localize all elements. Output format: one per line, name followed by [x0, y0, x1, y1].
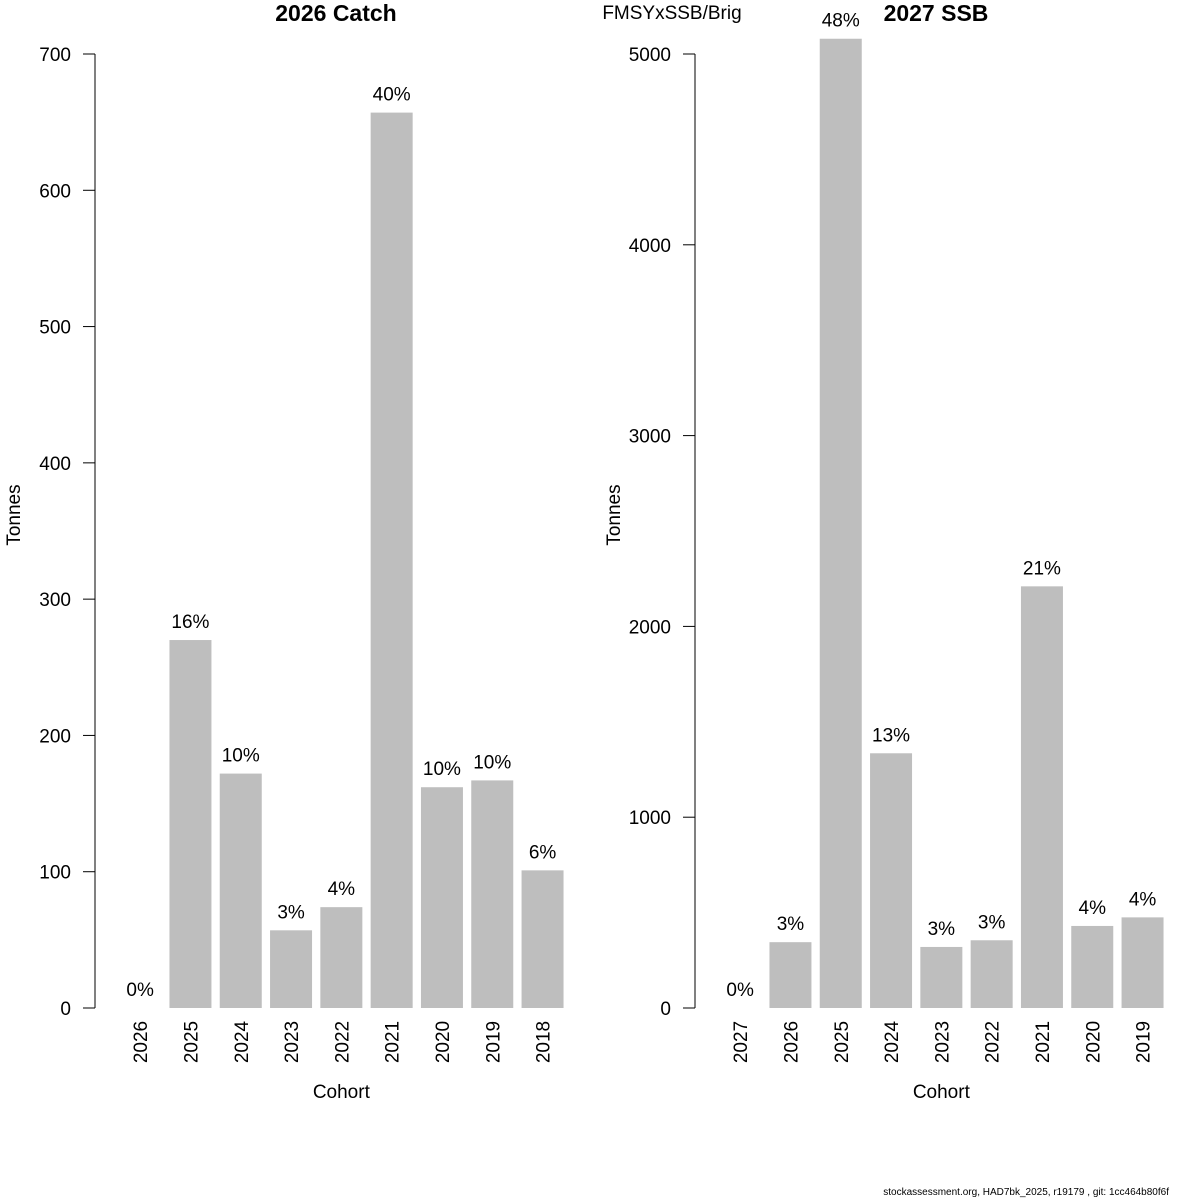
- catch-y-tick-label: 500: [39, 318, 71, 339]
- catch-bar-label: 3%: [277, 902, 305, 923]
- ssb-category-label: 2021: [1033, 1021, 1054, 1063]
- ssb-category-label: 2019: [1134, 1021, 1155, 1063]
- ssb-bar: [1121, 917, 1164, 1008]
- ssb-y-tick-label: 2000: [629, 617, 671, 638]
- catch-bar: [420, 787, 463, 1008]
- ssb-bar: [769, 942, 812, 1008]
- catch-bar-label: 40%: [373, 85, 411, 106]
- ssb-bar-label: 3%: [777, 914, 805, 935]
- ssb-panel: 2027 SSB 0 1000 2000 3000 4000 5000 Tonnes 0% 20…: [604, 0, 1164, 1103]
- ssb-category-label: 2020: [1083, 1021, 1104, 1063]
- catch-panel-title: 2026 Catch: [275, 0, 396, 26]
- catch-category-label: 2021: [383, 1021, 404, 1063]
- catch-bar-label: 10%: [222, 746, 260, 767]
- catch-category-label: 2019: [483, 1021, 504, 1063]
- catch-bar: [219, 773, 262, 1008]
- catch-bar: [169, 640, 212, 1008]
- catch-bar-label: 16%: [171, 612, 209, 633]
- ssb-y-tick-label: 3000: [629, 427, 671, 448]
- catch-y-tick-label: 600: [39, 181, 71, 202]
- footer-credit: stockassessment.org, HAD7bk_2025, r19179…: [883, 1187, 1169, 1198]
- catch-panel: 2026 Catch 0 100 200 300 400 500 600 700 Tonnes 0…: [4, 0, 564, 1103]
- catch-y-tick-label: 100: [39, 863, 71, 884]
- ssb-panel-title: 2027 SSB: [884, 0, 989, 26]
- catch-category-label: 2025: [181, 1021, 202, 1063]
- catch-y-tick-label: 700: [39, 45, 71, 66]
- catch-category-label: 2020: [433, 1021, 454, 1063]
- catch-bar-label: 10%: [423, 759, 461, 780]
- ssb-bar: [920, 946, 963, 1008]
- ssb-category-label: 2023: [932, 1021, 953, 1063]
- catch-bar: [270, 930, 313, 1008]
- catch-bar: [370, 112, 413, 1009]
- ssb-category-label: 2022: [983, 1021, 1004, 1063]
- ssb-category-label: 2025: [832, 1021, 853, 1063]
- catch-category-label: 2023: [282, 1021, 303, 1063]
- ssb-bar: [970, 940, 1013, 1008]
- ssb-y-tick-label: 4000: [629, 236, 671, 257]
- ssb-bar-label: 4%: [1079, 898, 1107, 919]
- catch-y-tick-label: 0: [60, 999, 71, 1020]
- ssb-category-label: 2026: [781, 1021, 802, 1063]
- catch-bar-label: 4%: [328, 879, 356, 900]
- catch-y-tick-label: 300: [39, 590, 71, 611]
- catch-category-label: 2022: [332, 1021, 353, 1063]
- ssb-bar-label: 3%: [978, 912, 1006, 933]
- ssb-bar-label: 21%: [1023, 558, 1061, 579]
- catch-bar-label: 6%: [529, 842, 557, 863]
- ssb-category-label: 2027: [731, 1021, 752, 1063]
- catch-y-axis-label: Tonnes: [4, 484, 25, 545]
- catch-x-axis-label: Cohort: [313, 1082, 371, 1103]
- ssb-bar: [870, 753, 913, 1008]
- ssb-bar-label: 3%: [928, 919, 956, 940]
- ssb-bar-label: 4%: [1129, 889, 1157, 910]
- catch-y-tick-label: 400: [39, 454, 71, 475]
- ssb-y-axis-label: Tonnes: [604, 484, 625, 545]
- catch-bar-label: 10%: [473, 752, 511, 773]
- ssb-bar-label: 0%: [726, 980, 754, 1001]
- catch-bar-label: 0%: [126, 980, 154, 1001]
- ssb-category-label: 2024: [882, 1020, 903, 1063]
- ssb-bar: [1020, 586, 1063, 1008]
- catch-bar: [521, 870, 564, 1008]
- catch-category-label: 2026: [131, 1021, 152, 1063]
- ssb-x-axis-label: Cohort: [913, 1082, 971, 1103]
- catch-category-label: 2024: [232, 1020, 253, 1063]
- ssb-y-tick-label: 5000: [629, 45, 671, 66]
- ssb-bar-label: 48%: [822, 11, 860, 32]
- ssb-bar: [1071, 925, 1114, 1008]
- ssb-y-tick-label: 1000: [629, 808, 671, 829]
- ssb-y-tick-label: 0: [660, 999, 671, 1020]
- catch-bar: [471, 780, 514, 1008]
- catch-category-label: 2018: [534, 1021, 555, 1063]
- ssb-bar-label: 13%: [872, 725, 910, 746]
- catch-y-tick-label: 200: [39, 726, 71, 747]
- catch-bar: [320, 907, 363, 1008]
- main-title: FMSYxSSB/Brig: [602, 3, 741, 24]
- ssb-bar: [819, 38, 862, 1008]
